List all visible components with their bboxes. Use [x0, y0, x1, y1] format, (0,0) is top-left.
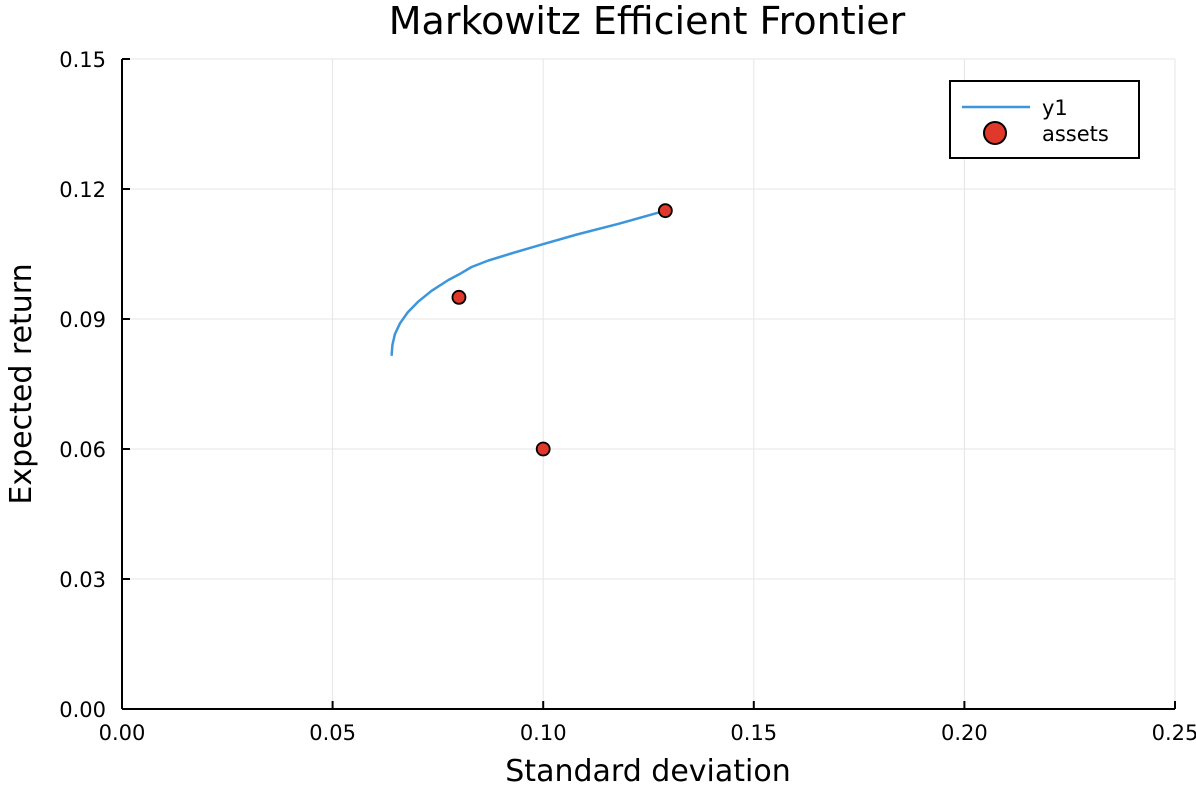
legend-assets-swatch: [983, 121, 1007, 145]
y-axis-label: Expected return: [4, 263, 39, 504]
x-tick-label: 0.05: [309, 721, 356, 745]
chart-title: Markowitz Efficient Frontier: [389, 0, 906, 43]
y-tick-label: 0.03: [59, 568, 106, 592]
x-tick-label: 0.20: [941, 721, 988, 745]
asset-point: [657, 203, 673, 219]
legend-assets-label: assets: [1042, 122, 1109, 146]
y-tick-labels: 0.00 0.03 0.06 0.09 0.12 0.15: [59, 48, 106, 722]
frontier-line: [390, 209, 666, 356]
legend: y1 assets: [949, 80, 1140, 159]
y-tick-label: 0.09: [59, 308, 106, 332]
x-tick-label: 0.25: [1152, 721, 1196, 745]
tick-marks: [121, 58, 1176, 710]
x-tick-labels: 0.00 0.05 0.10 0.15 0.20 0.25: [99, 721, 1196, 745]
y-tick-label: 0.00: [59, 698, 106, 722]
x-axis-label: Standard deviation: [505, 754, 790, 789]
axes: [121, 59, 1175, 710]
asset-point: [451, 289, 467, 305]
x-tick-label: 0.10: [520, 721, 567, 745]
y-tick-label: 0.12: [59, 178, 106, 202]
x-tick-label: 0.15: [730, 721, 777, 745]
asset-point: [535, 441, 551, 457]
legend-box: [949, 80, 1140, 159]
legend-y1-label: y1: [1042, 96, 1068, 120]
y-tick-label: 0.06: [59, 438, 106, 462]
x-tick-label: 0.00: [99, 721, 146, 745]
series: [390, 203, 673, 457]
y-tick-label: 0.15: [59, 48, 106, 72]
